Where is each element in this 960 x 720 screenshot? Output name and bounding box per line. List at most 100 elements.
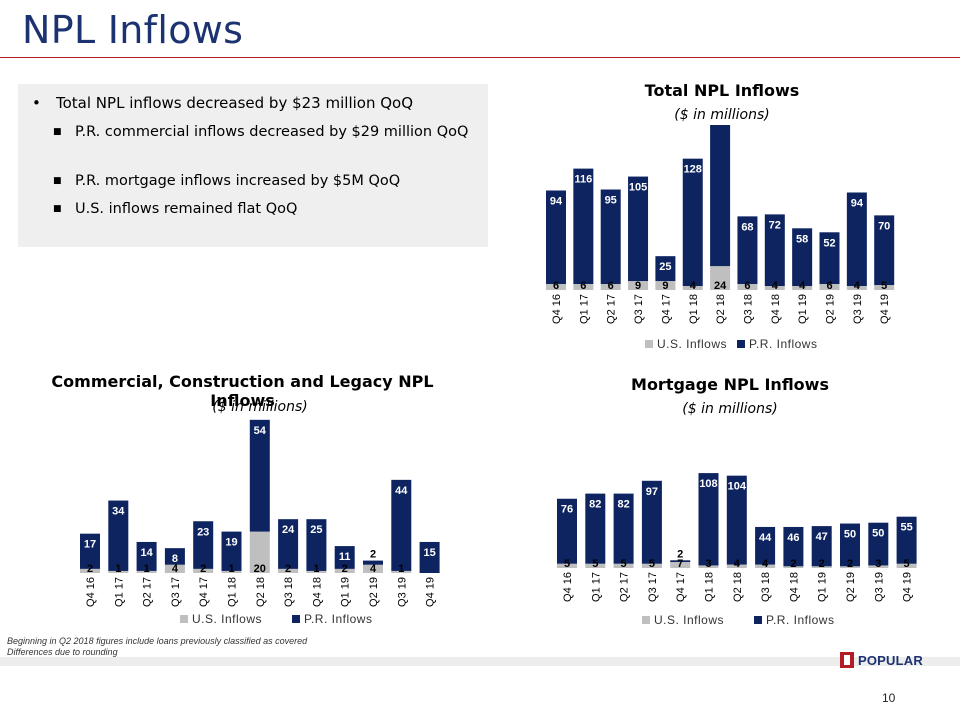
us-inflow-bar (363, 564, 383, 573)
us-inflow-bar (546, 284, 566, 290)
us-value-label: 4 (172, 563, 179, 575)
popular-logo-icon (840, 652, 854, 668)
us-value-label: 1 (228, 563, 234, 575)
pr-value-label: 15 (423, 547, 435, 559)
sub-bullet-text: P.R. commercial inflows decreased by $29… (75, 124, 469, 140)
us-value-label: 4 (772, 280, 779, 292)
pr-value-label: 97 (646, 486, 658, 498)
pr-inflow-bar (764, 214, 785, 287)
us-inflow-bar (391, 570, 412, 573)
us-inflow-bar (840, 566, 860, 568)
pr-inflow-bar (334, 546, 355, 569)
category-tick-label: Q4 18 (770, 294, 782, 324)
pr-value-label: 11 (339, 551, 351, 563)
pr-value-label: 105 (629, 182, 647, 194)
us-value-label: 6 (580, 280, 586, 292)
sub-bullet: ■ P.R. commercial inflows decreased by $… (53, 122, 478, 143)
pr-value-label: 14 (140, 547, 153, 559)
pr-value-label: 8 (172, 553, 178, 565)
us-value-label: 5 (904, 558, 910, 570)
pr-inflow-bar (108, 500, 129, 571)
us-inflow-bar (557, 563, 577, 568)
pr-inflow-bar (710, 125, 731, 267)
pr-inflow-bar (896, 516, 917, 564)
us-inflow-bar (613, 563, 634, 568)
us-inflow-bar (896, 563, 917, 568)
us-inflow-bar (764, 286, 785, 290)
category-tick-label: Q2 18 (715, 294, 727, 324)
us-inflow-bar (628, 281, 649, 290)
us-inflow-bar (164, 564, 185, 573)
category-tick-label: Q1 17 (578, 294, 590, 324)
pr-inflow-bar (221, 531, 242, 571)
us-value-label: 4 (690, 280, 697, 292)
pr-value-label: 72 (769, 219, 781, 231)
pr-inflow-bar (698, 473, 719, 566)
pr-value-label: 34 (112, 506, 125, 518)
sub-bullet: ■ U.S. inflows remained flat QoQ (53, 199, 478, 220)
pr-value-label: 94 (851, 197, 864, 209)
category-tick-label: Q1 19 (340, 577, 352, 607)
legend-label-pr: P.R. Inflows (749, 337, 817, 351)
pr-value-label: 55 (900, 522, 912, 534)
category-tick-label: Q1 19 (797, 294, 809, 324)
square-bullet-icon: ■ (53, 204, 62, 214)
us-inflow-bar (249, 531, 270, 573)
category-tick-label: Q4 17 (675, 572, 687, 602)
square-bullet-icon: ■ (53, 176, 62, 186)
pr-value-label: 25 (659, 261, 671, 273)
us-value-label: 5 (621, 558, 627, 570)
pr-inflow-bar (726, 475, 747, 565)
us-inflow-bar (726, 564, 747, 568)
pr-value-label: 17 (84, 539, 96, 551)
pr-inflow-bar (391, 479, 412, 571)
us-value-label: 5 (564, 558, 570, 570)
footnote-covered-loans: Beginning in Q2 2018 figures include loa… (7, 636, 308, 646)
pr-value-label: 70 (878, 220, 890, 232)
us-value-label: 2 (847, 558, 853, 570)
us-value-label: 2 (342, 563, 348, 575)
pr-inflow-bar (792, 228, 813, 287)
pr-inflow-bar (363, 560, 383, 565)
us-value-label: 4 (799, 280, 806, 292)
us-value-label: 5 (592, 558, 598, 570)
us-inflow-bar (811, 566, 832, 568)
us-value-label: 3 (875, 558, 881, 570)
us-inflow-bar (755, 564, 776, 568)
legend-label-us: U.S. Inflows (657, 337, 727, 351)
pr-value-label: 95 (605, 195, 617, 207)
us-inflow-bar (136, 570, 157, 573)
pr-inflow-bar (840, 523, 860, 567)
bullet-dot-icon: • (32, 94, 41, 112)
pr-value-label: 52 (823, 237, 835, 249)
legend-swatch-us (180, 615, 188, 623)
us-value-label: 6 (744, 280, 750, 292)
us-value-label: 4 (762, 558, 769, 570)
pr-inflow-bar (585, 493, 606, 564)
pr-value-label: 76 (561, 504, 573, 516)
category-tick-label: Q2 17 (606, 294, 618, 324)
us-value-label: 9 (635, 280, 641, 292)
summary-bullet-text: Total NPL inflows decreased by $23 milli… (56, 94, 414, 112)
us-value-label: 4 (370, 563, 377, 575)
category-tick-label: Q4 18 (788, 572, 800, 602)
category-tick-label: Q1 17 (113, 577, 125, 607)
us-value-label: 20 (254, 563, 266, 575)
pr-value-label: 24 (282, 524, 295, 536)
pr-value-label: 108 (699, 478, 717, 490)
category-tick-label: Q3 19 (873, 572, 885, 602)
us-inflow-bar (221, 570, 242, 573)
us-inflow-bar (108, 570, 129, 573)
legend-label-us: U.S. Inflows (654, 613, 724, 627)
pr-value-label: 19 (225, 537, 237, 549)
us-value-label: 5 (881, 280, 887, 292)
category-tick-label: Q3 18 (283, 577, 295, 607)
pr-inflow-bar (600, 189, 621, 285)
us-inflow-bar (874, 285, 895, 290)
category-tick-label: Q1 18 (688, 294, 700, 324)
us-value-label: 3 (705, 558, 711, 570)
us-inflow-bar (846, 286, 867, 290)
pr-inflow-bar (306, 519, 327, 571)
total-npl-chart: 94 6 Q4 16 116 6 Q1 17 95 6 Q2 17 105 9 Q3 17 25 9 Q4 … (546, 125, 895, 351)
page-number: 10 (882, 691, 896, 705)
